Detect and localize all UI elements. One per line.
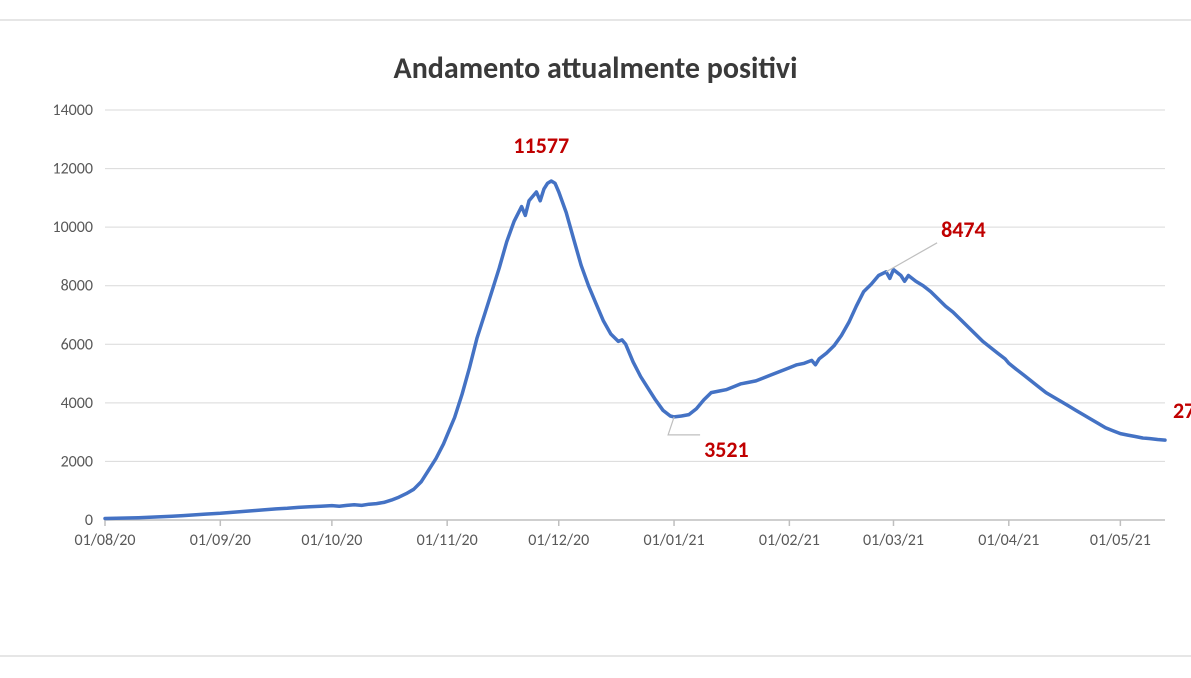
x-tick-label: 01/10/20: [301, 531, 362, 550]
y-tick-label: 2000: [61, 452, 93, 471]
y-tick-label: 14000: [52, 101, 93, 120]
chart-container: Andamento attualmente positivi 020004000…: [0, 0, 1191, 678]
x-tick-label: 01/08/20: [74, 531, 135, 550]
series-line: [105, 181, 1165, 519]
x-tick-label: 01/09/20: [190, 531, 251, 550]
y-tick-label: 8000: [61, 277, 93, 296]
y-tick-label: 4000: [61, 394, 93, 413]
x-tick-label: 01/05/21: [1090, 531, 1151, 550]
data-label: 8474: [941, 216, 986, 243]
chart-svg: 0 2000 4000 6000 8000 10000 12000 14000 01/08/20…: [0, 0, 1191, 678]
data-label: 11577: [513, 132, 569, 159]
y-tick-label: 12000: [52, 160, 93, 179]
label-leader: [668, 417, 700, 435]
data-label: 3521: [704, 436, 749, 463]
x-tick-label: 01/11/20: [417, 531, 478, 550]
data-label: 2727: [1173, 397, 1191, 424]
y-tick-label: 10000: [52, 218, 93, 237]
x-tick-label: 01/01/21: [644, 531, 705, 550]
y-tick-label: 0: [85, 511, 93, 530]
x-tick-label: 01/02/21: [759, 531, 820, 550]
y-tick-label: 6000: [61, 335, 93, 354]
x-tick-label: 01/04/21: [978, 531, 1039, 550]
x-tick-label: 01/03/21: [863, 531, 924, 550]
label-leader: [886, 243, 937, 272]
x-tick-label: 01/12/20: [528, 531, 589, 550]
